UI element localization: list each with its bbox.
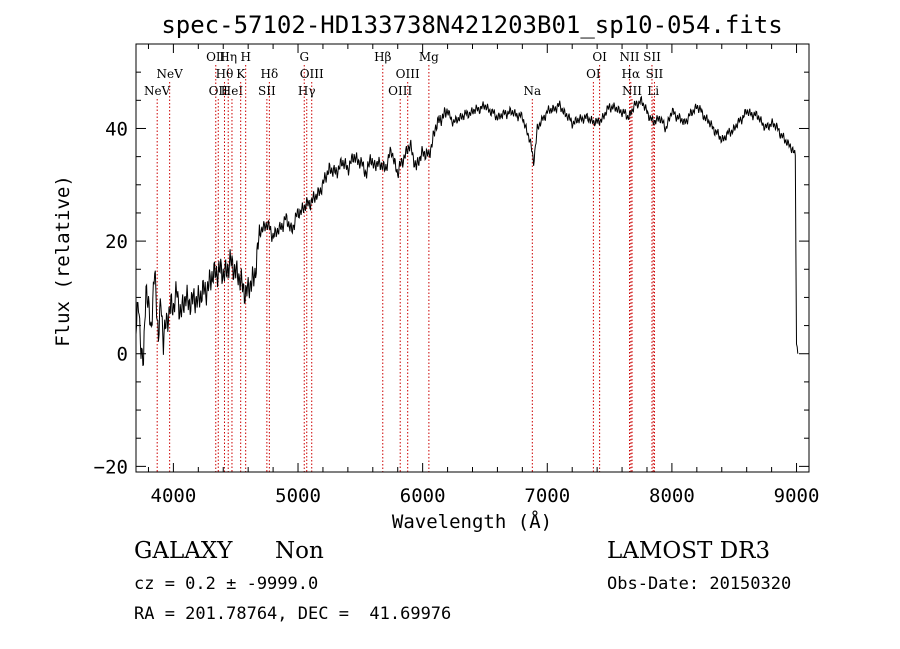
y-tick-label: −20 — [94, 456, 128, 478]
line-marker-label-6: HeI — [221, 84, 244, 98]
line-marker-label-11: G — [299, 50, 309, 64]
line-marker-label-20: OI — [586, 67, 601, 81]
x-tick-label: 9000 — [774, 485, 820, 507]
plot-frame — [135, 43, 810, 473]
line-marker-label-22: Hα — [621, 67, 640, 81]
line-marker-label-4: Hθ — [216, 67, 234, 81]
axis-tick-layer: 4000 5000 6000 7000 8000 9000 −20 0 20 40 — [94, 43, 820, 507]
x-tick-label: 6000 — [400, 485, 446, 507]
line-marker-label-1: NeV — [157, 67, 184, 81]
spectrum-line — [135, 95, 799, 367]
line-marker-label-3: Hη — [219, 50, 237, 64]
chart-title: spec-57102-HD133738N421203B01_sp10-054.f… — [161, 11, 782, 39]
line-marker-label-24: SII — [643, 50, 661, 64]
line-marker-label-7: H — [240, 50, 250, 64]
object-subclass-label: Non — [275, 538, 324, 564]
line-marker-label-19: OI — [592, 50, 607, 64]
line-marker-label-10: SII — [258, 84, 276, 98]
object-class-label: GALAXY — [134, 538, 233, 564]
line-marker-label-21: NII — [620, 50, 640, 64]
line-marker-label-15: OIII — [396, 67, 420, 81]
line-marker-label-5: OII — [209, 84, 229, 98]
redshift-label: cz = 0.2 ± -9999.0 — [134, 574, 318, 594]
x-axis-label: Wavelength (Å) — [392, 510, 552, 533]
y-tick-label: 40 — [105, 118, 128, 140]
line-marker-label-26: Li — [647, 84, 659, 98]
y-tick-label: 20 — [105, 231, 128, 253]
line-marker-label-25: SII — [646, 67, 664, 81]
radec-label: RA = 201.78764, DEC = 41.69976 — [134, 604, 451, 624]
x-tick-label: 4000 — [151, 485, 197, 507]
line-marker-label-23: NII — [622, 84, 642, 98]
line-marker-label-14: Hβ — [374, 50, 391, 64]
x-tick-label: 5000 — [275, 485, 321, 507]
spectrum-layer — [135, 95, 799, 367]
line-marker-label-8: K — [236, 67, 246, 81]
x-tick-label: 7000 — [524, 485, 570, 507]
obs-date-label: Obs-Date: 20150320 — [607, 574, 791, 594]
line-marker-label-9: Hδ — [261, 67, 279, 81]
line-marker-label-16: OIII — [388, 84, 412, 98]
line-marker-label-18: Na — [523, 84, 541, 98]
line-marker-label-12: OIII — [300, 67, 324, 81]
line-marker-label-0: NeV — [144, 84, 171, 98]
line-marker-label-17: Mg — [419, 50, 439, 64]
line-marker-label-13: Hγ — [298, 84, 316, 98]
y-axis-label: Flux (relative) — [52, 175, 74, 347]
x-tick-label: 8000 — [649, 485, 695, 507]
line-marker-label-2: OII — [206, 50, 226, 64]
survey-label: LAMOST DR3 — [607, 538, 770, 564]
y-tick-label: 0 — [117, 344, 128, 366]
